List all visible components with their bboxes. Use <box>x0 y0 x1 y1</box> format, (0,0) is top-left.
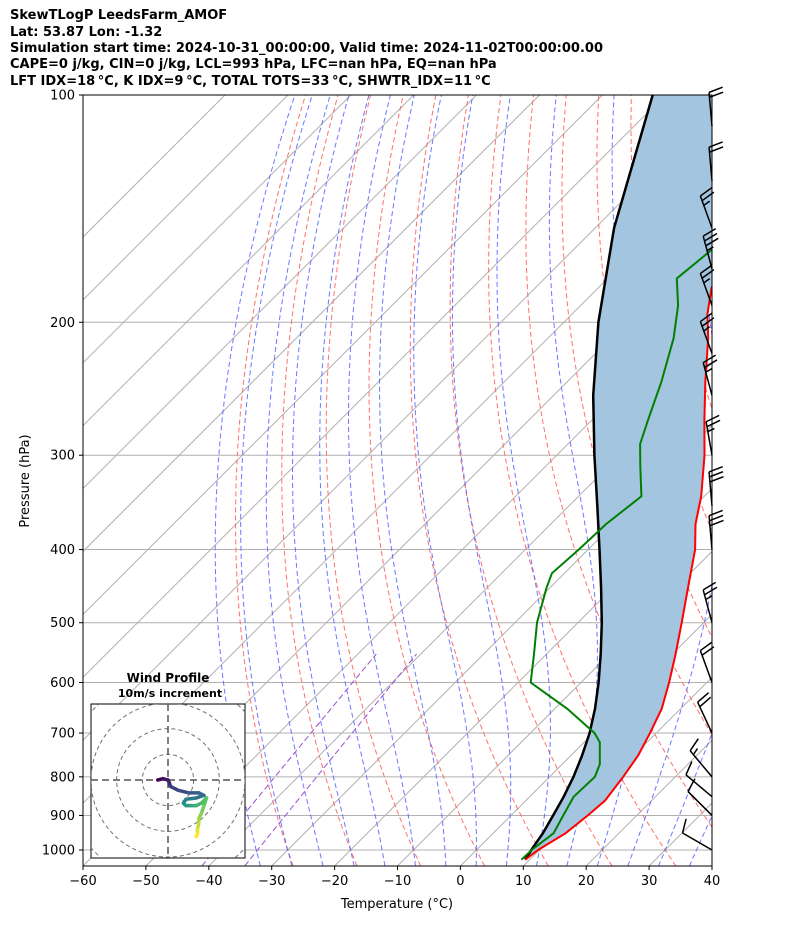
wind-barb <box>708 509 724 550</box>
dry-adiabat-line <box>409 95 549 866</box>
dry-adiabat-line <box>488 95 677 866</box>
dry-adiabat-line <box>449 95 613 866</box>
mixing-ratio-line <box>244 653 417 866</box>
x-tick-label: −30 <box>258 874 285 889</box>
moist-adiabat-line <box>319 95 386 866</box>
moist-adiabat-line <box>627 95 712 866</box>
isotherm-line <box>775 95 794 866</box>
isotherm-line <box>83 95 603 616</box>
dry-adiabat-line <box>235 95 306 866</box>
isotherm-line <box>83 95 477 490</box>
wind-barb <box>689 738 713 778</box>
wind-barb <box>699 641 715 683</box>
temperature-line <box>524 284 712 861</box>
moist-adiabat-line <box>720 95 794 866</box>
y-tick-label: 800 <box>50 770 75 785</box>
cin-shade-area <box>525 95 712 860</box>
chart-title-line-5: LFT IDX=18 °C, K IDX=9 °C, TOTAL TOTS=33… <box>10 74 491 89</box>
moist-adiabat-line <box>451 95 512 866</box>
y-tick-label: 400 <box>50 543 75 558</box>
moist-adiabat-line <box>214 95 296 866</box>
isotherm-line <box>145 299 712 866</box>
moist-adiabat-line <box>379 95 447 866</box>
y-axis-label: Pressure (hPa) <box>18 434 33 527</box>
isotherm-line <box>83 95 540 553</box>
isotherm-line <box>711 865 712 866</box>
dry-adiabat-line <box>663 95 712 411</box>
y-tick-label: 600 <box>50 676 75 691</box>
y-tick-label: 1000 <box>42 844 75 859</box>
isotherm-line <box>397 550 712 866</box>
y-tick-label: 700 <box>50 727 75 742</box>
x-tick-label: −50 <box>132 874 159 889</box>
moist-adiabat-line <box>496 95 551 866</box>
moist-adiabat-line <box>348 95 416 866</box>
moist-adiabat-line <box>548 95 598 866</box>
wind-barb <box>699 264 715 306</box>
x-tick-label: 0 <box>456 874 464 889</box>
dry-adiabat-line <box>368 95 485 866</box>
wind-barb <box>705 414 721 456</box>
x-tick-label: 20 <box>578 874 595 889</box>
moist-adiabat-line <box>413 95 477 866</box>
chart-title-line-2: Lat: 53.87 Lon: -1.32 <box>10 25 163 40</box>
dry-adiabat-line <box>729 95 794 866</box>
y-tick-label: 900 <box>50 809 75 824</box>
isotherm-line <box>208 362 712 866</box>
wind-barb <box>702 354 718 396</box>
parcel-profile-line <box>524 95 654 861</box>
dry-adiabat-line <box>281 95 358 866</box>
isotherm-line <box>522 676 712 866</box>
wind-barb <box>702 228 719 270</box>
moist-adiabat-line <box>292 95 355 866</box>
hodograph-segment <box>176 788 191 795</box>
wind-barb <box>708 86 724 127</box>
wind-barb <box>699 186 715 229</box>
y-tick-label: 100 <box>50 89 75 104</box>
isotherm-line <box>83 95 289 301</box>
dry-adiabat-line <box>325 95 422 866</box>
y-tick-label: 200 <box>50 316 75 331</box>
moist-adiabat-line <box>752 95 794 866</box>
x-tick-label: −40 <box>195 874 222 889</box>
chart-title-line-1: SkewTLogP LeedsFarm_AMOF <box>10 8 228 23</box>
hodograph-ring <box>91 704 245 858</box>
isotherm-line <box>83 95 666 679</box>
isotherm-line <box>334 487 712 866</box>
isotherm-line <box>83 95 226 238</box>
x-tick-label: −60 <box>69 874 96 889</box>
dewpoint-line <box>520 248 712 861</box>
moist-adiabat-line <box>658 731 712 866</box>
isotherm-line <box>83 95 415 427</box>
moist-adiabat-line <box>240 95 313 866</box>
isotherm-line <box>83 110 712 741</box>
hodograph-segment <box>194 832 200 839</box>
isotherm-line <box>83 95 352 364</box>
y-tick-label: 500 <box>50 616 75 631</box>
x-tick-label: −10 <box>384 874 411 889</box>
x-axis-label: Temperature (°C) <box>340 897 453 912</box>
x-tick-label: −20 <box>321 874 348 889</box>
wind-barb <box>702 581 718 623</box>
x-tick-label: 30 <box>641 874 658 889</box>
wind-barb <box>708 141 724 182</box>
dry-adiabat-line <box>561 95 712 736</box>
wind-barb <box>685 761 713 798</box>
dry-adiabat-line <box>762 95 794 866</box>
wind-barb <box>681 818 713 851</box>
wind-barb <box>699 312 715 354</box>
isotherm-line <box>271 424 712 866</box>
dry-adiabat-line <box>525 95 712 828</box>
chart-title-line-3: Simulation start time: 2024-10-31_00:00:… <box>10 41 603 56</box>
x-tick-label: 10 <box>515 874 532 889</box>
moist-adiabat-line <box>265 95 331 866</box>
wind-barb <box>708 465 724 506</box>
wind-barb <box>696 692 713 734</box>
hodograph-subtitle: 10m/s increment <box>118 687 222 700</box>
y-tick-label: 300 <box>50 449 75 464</box>
x-tick-label: 40 <box>704 874 721 889</box>
chart-title-line-4: CAPE=0 j/kg, CIN=0 j/kg, LCL=993 hPa, LF… <box>10 57 497 72</box>
hodograph-title: Wind Profile <box>127 671 210 685</box>
